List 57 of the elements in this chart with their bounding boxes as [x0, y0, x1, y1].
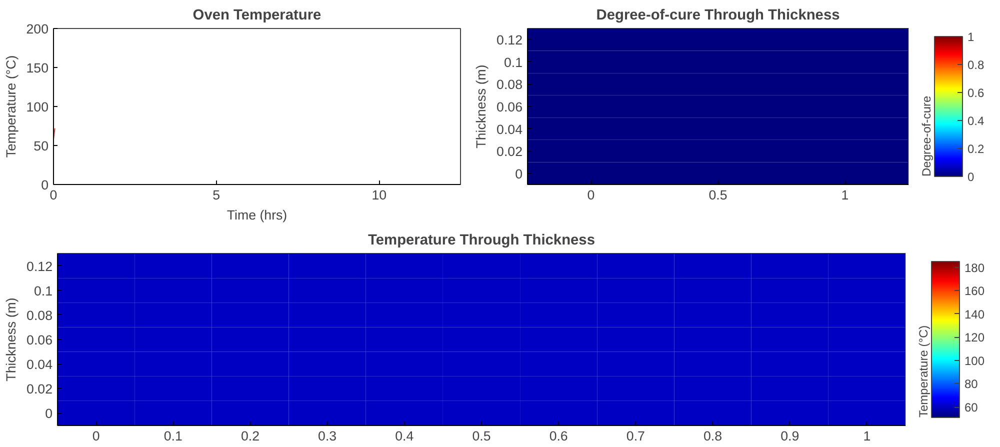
x-tick-label: 1 — [863, 428, 871, 444]
x-tick-label: 0 — [92, 428, 100, 444]
x-tick-label: 0.7 — [626, 428, 645, 444]
color-bar-label: 0.2 — [968, 142, 985, 156]
y-tick-label: 0.02 — [26, 382, 53, 397]
y-tick-label: 0.08 — [496, 77, 523, 92]
y-tick-label: 0 — [41, 178, 49, 192]
y-tick-label: 0.06 — [26, 332, 53, 348]
chart-title: Degree-of-cure Through Thickness — [596, 8, 840, 24]
color-bar-label: 160 — [964, 284, 985, 298]
y-tick-label: 100 — [26, 100, 49, 114]
y-tick-label: 0.06 — [496, 100, 523, 114]
x-tick-label: 10 — [372, 188, 387, 202]
y-tick-label: 50 — [34, 138, 49, 154]
color-bar-label: 60 — [964, 400, 978, 415]
x-tick-label: 0.5 — [708, 188, 728, 202]
color-bar-label: 80 — [964, 377, 978, 392]
x-tick-label: 1 — [841, 188, 849, 202]
y-tick-label: 0.02 — [496, 144, 523, 160]
color-bar-label: 100 — [964, 354, 985, 368]
y-tick-label: 0.1 — [34, 283, 53, 298]
y-tick-label: 0.08 — [26, 308, 53, 323]
y-tick-label: 200 — [26, 22, 49, 36]
x-tick-label: 0.6 — [549, 428, 568, 444]
color-bar-title: Degree-of-cure — [920, 95, 934, 176]
x-tick-label: 0.8 — [704, 428, 722, 444]
color-bar-label: 120 — [964, 330, 985, 345]
x-tick-label: 0.2 — [240, 428, 260, 444]
y-tick-label: 0.12 — [26, 258, 53, 274]
y-axis-title: Thickness (m) — [474, 64, 489, 148]
color-bar-label: 140 — [964, 307, 985, 322]
y-tick-label: 0 — [515, 166, 523, 182]
y-tick-label: 0.12 — [496, 32, 523, 48]
y-tick-label: 0.04 — [26, 357, 54, 372]
color-bar-label: 0.8 — [968, 58, 985, 72]
color-bar-label: 180 — [964, 260, 985, 275]
chart-title: Oven Temperature — [192, 8, 322, 24]
y-tick-label: 0.04 — [496, 122, 524, 137]
x-tick-label: 0 — [587, 188, 595, 202]
color-bar-label: 0 — [968, 170, 974, 184]
chart-title: Temperature Through Thickness — [368, 232, 595, 248]
color-bar-label: 1 — [968, 30, 974, 44]
y-tick-label: 150 — [26, 60, 49, 76]
y-tick-label: 0.1 — [504, 54, 523, 70]
y-tick-label: 0 — [45, 406, 53, 422]
y-axis-title: Temperature (°C) — [3, 55, 18, 158]
color-bar-label: 0.6 — [968, 86, 985, 100]
color-bar-label: 0.4 — [968, 114, 985, 128]
x-tick-label: 0.5 — [472, 428, 491, 444]
x-tick-label: 5 — [212, 188, 220, 202]
x-tick-label: 0.3 — [318, 428, 337, 444]
color-bar-title: Temperature (°C) — [916, 325, 930, 418]
x-tick-label: 0.4 — [395, 428, 414, 444]
x-tick-label: 0.1 — [164, 428, 182, 444]
x-axis-title: Time (hrs) — [226, 208, 288, 222]
x-tick-label: 0.9 — [780, 428, 800, 444]
y-axis-title: Thickness (m) — [4, 298, 19, 382]
